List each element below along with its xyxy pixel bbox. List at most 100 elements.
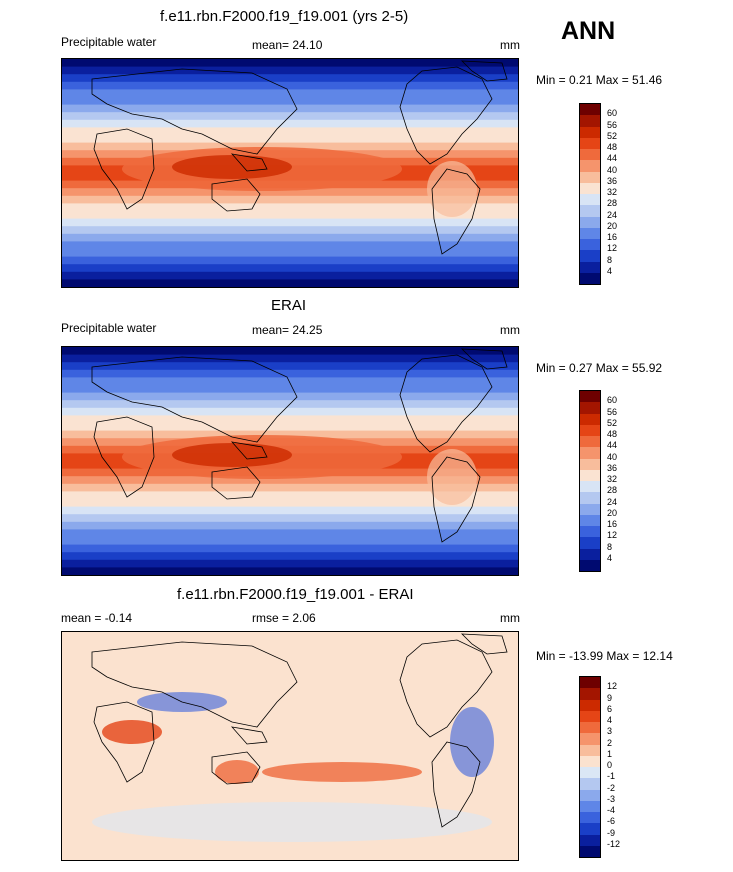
colorbar-swatch [580, 160, 600, 172]
colorbar-swatch [580, 402, 600, 414]
panel2-mean-label: mean= 24.25 [252, 323, 323, 337]
colorbar-swatch [580, 413, 600, 425]
colorbar-swatch [580, 149, 600, 161]
colorbar-swatch [580, 812, 600, 824]
colorbar-tick-label: -9 [607, 827, 616, 838]
colorbar-tick-label: -3 [607, 793, 616, 804]
colorbar-tick-label: 60 [607, 108, 618, 119]
colorbar-tick-label: 40 [607, 451, 618, 462]
colorbar-tick-label: -12 [607, 838, 621, 849]
colorbar-swatch [580, 104, 600, 116]
colorbar-tick-label: 0 [607, 760, 613, 770]
colorbar-tick-label: 48 [607, 429, 618, 439]
colorbar-tick-label: 60 [607, 395, 618, 406]
colorbar-swatch [580, 834, 600, 846]
colorbar-swatch [580, 744, 600, 756]
colorbar-tick-label: 28 [607, 198, 618, 209]
colorbar-swatch [580, 755, 600, 767]
colorbar-tick-label: 24 [607, 496, 618, 507]
colorbar-swatch [580, 789, 600, 801]
colorbar-swatch [580, 182, 600, 194]
colorbar-swatch [580, 458, 600, 470]
colorbar-tick-label: -4 [607, 805, 616, 815]
colorbar-swatch [580, 823, 600, 835]
colorbar-tick-label: 12 [607, 530, 618, 541]
colorbar-tick-label: 12 [607, 681, 618, 692]
colorbar-tick-label: 36 [607, 462, 618, 473]
colorbar-swatch [580, 559, 600, 571]
colorbar-swatch [580, 171, 600, 183]
colorbar-swatch [580, 492, 600, 504]
panel1-units: mm [500, 38, 520, 52]
colorbar-tick-label: 4 [607, 715, 613, 725]
colorbar-tick-label: 8 [607, 541, 613, 552]
colorbar-swatch [580, 526, 600, 538]
colorbar-tick-label: 32 [607, 187, 618, 197]
colorbar-swatch [580, 845, 600, 857]
colorbar-tick-label: 2 [607, 737, 613, 748]
colorbar-tick-label: 52 [607, 130, 618, 141]
colorbar-swatch [580, 391, 600, 403]
panel2-units: mm [500, 323, 520, 337]
season-label: ANN [561, 17, 616, 45]
panel1-map [61, 58, 519, 288]
colorbar-tick-label: 56 [607, 119, 618, 130]
colorbar-tick-label: 40 [607, 164, 618, 175]
panel3-title: f.e11.rbn.F2000.f19_f19.001 - ERAI [177, 586, 414, 603]
colorbar-swatch [580, 227, 600, 239]
colorbar-swatch [580, 436, 600, 448]
colorbar-tick-label: 20 [607, 507, 618, 518]
colorbar-swatch [580, 481, 600, 493]
panel2-colorbar [579, 390, 601, 572]
colorbar-swatch [580, 447, 600, 459]
colorbar-swatch [580, 688, 600, 700]
colorbar-swatch [580, 194, 600, 206]
colorbar-swatch [580, 677, 600, 689]
colorbar-swatch [580, 699, 600, 711]
colorbar-swatch [580, 722, 600, 734]
colorbar-tick-label: 36 [607, 175, 618, 186]
colorbar-swatch [580, 126, 600, 138]
panel2-map [61, 346, 519, 576]
colorbar-tick-label: -6 [607, 816, 616, 827]
panel3-map [61, 631, 519, 861]
colorbar-tick-label: 12 [607, 243, 618, 254]
colorbar-swatch [580, 115, 600, 127]
panel1-mean-label: mean= 24.10 [252, 38, 323, 52]
colorbar-swatch [580, 216, 600, 228]
colorbar-swatch [580, 205, 600, 217]
colorbar-tick-label: 56 [607, 406, 618, 417]
colorbar-tick-label: 16 [607, 232, 618, 242]
colorbar-swatch [580, 272, 600, 284]
colorbar-tick-label: 4 [607, 552, 613, 563]
colorbar-swatch [580, 514, 600, 526]
panel1-title: f.e11.rbn.F2000.f19_f19.001 (yrs 2-5) [160, 8, 409, 25]
panel3-minmax: Min = -13.99 Max = 12.14 [536, 649, 673, 663]
colorbar-tick-label: 4 [607, 265, 613, 276]
colorbar-tick-label: 3 [607, 726, 613, 737]
panel2-minmax: Min = 0.27 Max = 55.92 [536, 361, 663, 375]
colorbar-swatch [580, 710, 600, 722]
colorbar-swatch [580, 239, 600, 251]
panel2-field-label: Precipitable water [61, 321, 157, 335]
colorbar-swatch [580, 137, 600, 149]
colorbar-tick-label: 32 [607, 474, 618, 484]
colorbar-swatch [580, 733, 600, 745]
colorbar-tick-label: 1 [607, 748, 613, 759]
colorbar-tick-label: 44 [607, 153, 618, 164]
panel3-mean-label: mean = -0.14 [61, 611, 133, 625]
colorbar-tick-label: 8 [607, 254, 613, 265]
colorbar-tick-label: 24 [607, 209, 618, 220]
colorbar-swatch [580, 800, 600, 812]
colorbar-swatch [580, 424, 600, 436]
panel1-colorbar [579, 103, 601, 285]
panel3-colorbar [579, 676, 601, 858]
colorbar-swatch [580, 548, 600, 560]
colorbar-swatch [580, 778, 600, 790]
panel1-minmax: Min = 0.21 Max = 51.46 [536, 73, 663, 87]
panel2-title: ERAI [271, 297, 307, 314]
colorbar-swatch [580, 537, 600, 549]
panel1-field-label: Precipitable water [61, 35, 157, 49]
colorbar-swatch [580, 250, 600, 262]
colorbar-tick-label: 28 [607, 485, 618, 496]
